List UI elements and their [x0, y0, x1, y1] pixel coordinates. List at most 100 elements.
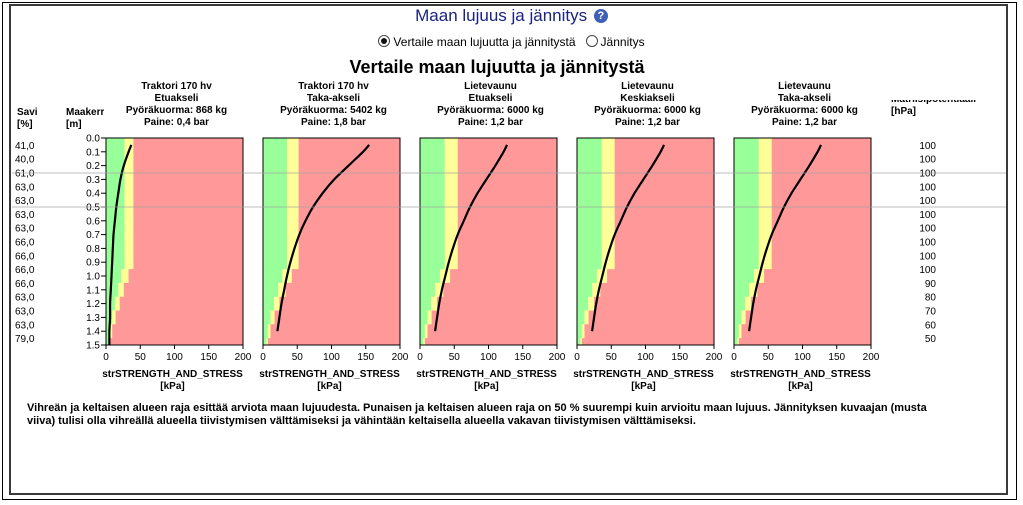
page-title-text: Maan lujuus ja jännitys	[415, 6, 588, 25]
footnote: Vihreän ja keltaisen alueen raja esittää…	[27, 402, 927, 427]
panel-header-line: Pyöräkuorma: 6000 kg	[437, 105, 544, 116]
savi-value: 63,0	[15, 320, 35, 331]
panel-header-line: Paine: 0,4 bar	[144, 117, 209, 128]
matric-header: Matriisipotentiaali	[891, 94, 976, 105]
x-tick-label: 50	[606, 352, 618, 363]
savi-value: 63,0	[15, 224, 35, 235]
panel-header-line: Paine: 1,2 bar	[458, 117, 523, 128]
matric-value: 60	[925, 320, 937, 331]
y-tick-label: 1.1	[86, 285, 100, 296]
savi-value: 66,0	[15, 265, 35, 276]
savi-value: 63,0	[15, 210, 35, 221]
panel-header-line: Lietevaunu	[621, 81, 674, 92]
x-tick-label: 200	[863, 352, 880, 363]
radio-compare-button[interactable]	[378, 35, 391, 47]
matric-unit: [hPa]	[891, 106, 916, 117]
x-axis-unit: [kPa]	[474, 381, 498, 392]
stress-curve	[591, 144, 665, 332]
y-tick-label: 0.9	[86, 258, 100, 269]
matric-value: 90	[925, 279, 937, 290]
x-tick-label: 0	[574, 352, 580, 363]
x-axis-label: strSTRENGTH_AND_STRESS	[730, 369, 871, 380]
y-tick-label: 1.3	[86, 313, 100, 324]
strength-stress-chart: Vertaile maan lujuutta ja jännitystä Savi…	[12, 57, 1006, 392]
x-tick-label: 100	[637, 352, 654, 363]
x-axis-label: strSTRENGTH_AND_STRESS	[259, 369, 400, 380]
y-tick-label: 0.5	[86, 203, 100, 214]
x-tick-label: 200	[706, 352, 723, 363]
stress-curve	[434, 144, 508, 332]
depth-header: Maakerros	[66, 107, 116, 118]
panel-header-line: Paine: 1,2 bar	[615, 117, 680, 128]
green-zone	[577, 138, 602, 345]
x-axis-label: strSTRENGTH_AND_STRESS	[573, 369, 714, 380]
radio-stress-label: Jännitys	[600, 35, 645, 49]
x-tick-label: 50	[292, 352, 304, 363]
y-tick-label: 1.5	[86, 341, 100, 352]
matric-value: 100	[919, 224, 936, 235]
panel-header-line: Taka-akseli	[307, 93, 360, 104]
y-tick-label: 0.0	[86, 134, 100, 145]
panel-header-line: Lietevaunu	[778, 81, 831, 92]
view-mode-radio-group: Vertaile maan lujuutta ja jännitystä Jän…	[0, 35, 1023, 49]
x-tick-label: 150	[671, 352, 688, 363]
y-tick-label: 1.4	[86, 327, 100, 338]
panel-header-line: Traktori 170 hv	[141, 81, 212, 92]
matric-value: 100	[919, 196, 936, 207]
y-tick-label: 0.2	[86, 161, 100, 172]
radio-compare[interactable]: Vertaile maan lujuutta ja jännitystä	[378, 35, 578, 49]
y-tick-label: 1.2	[86, 299, 100, 310]
radio-stress-button[interactable]	[585, 35, 598, 47]
x-tick-label: 100	[166, 352, 183, 363]
green-zone	[263, 138, 287, 345]
x-axis-unit: [kPa]	[631, 381, 655, 392]
radio-stress[interactable]: Jännitys	[585, 35, 645, 49]
x-axis-label: strSTRENGTH_AND_STRESS	[102, 369, 243, 380]
savi-unit: [%]	[17, 119, 33, 130]
panel-header-line: Lietevaunu	[464, 81, 517, 92]
x-tick-label: 50	[449, 352, 461, 363]
panel-header-line: Etuakseli	[469, 93, 513, 104]
x-tick-label: 0	[417, 352, 423, 363]
x-tick-label: 100	[323, 352, 340, 363]
savi-value: 63,0	[15, 293, 35, 304]
x-axis-label: strSTRENGTH_AND_STRESS	[416, 369, 557, 380]
stress-curve	[748, 144, 822, 332]
chart-title: Vertaile maan lujuutta ja jännitystä	[349, 57, 645, 77]
panel-header-line: Paine: 1,2 bar	[772, 117, 837, 128]
panel-header-line: Paine: 1,8 bar	[301, 117, 366, 128]
y-tick-label: 0.7	[86, 230, 100, 241]
green-zone	[420, 138, 445, 345]
matric-value: 100	[919, 169, 936, 180]
savi-value: 61,0	[15, 169, 35, 180]
y-tick-label: 0.1	[86, 147, 100, 158]
panel-header-line: Pyöräkuorma: 6000 kg	[594, 105, 701, 116]
x-tick-label: 100	[794, 352, 811, 363]
panel-header-line: Etuakseli	[155, 93, 199, 104]
savi-header: Savi	[17, 107, 38, 118]
help-icon[interactable]: ?	[593, 9, 608, 23]
matric-value: 70	[925, 307, 937, 318]
savi-value: 66,0	[15, 279, 35, 290]
panel-header-line: Taka-akseli	[778, 93, 831, 104]
x-tick-label: 0	[103, 352, 109, 363]
matric-value: 100	[919, 265, 936, 276]
panel-header-line: Pyöräkuorma: 868 kg	[126, 105, 227, 116]
x-tick-label: 100	[480, 352, 497, 363]
savi-value: 63,0	[15, 196, 35, 207]
x-axis-unit: [kPa]	[160, 381, 184, 392]
stress-curve	[276, 144, 371, 332]
matric-value: 80	[925, 293, 937, 304]
x-tick-label: 200	[549, 352, 566, 363]
savi-value: 41,0	[15, 141, 35, 152]
panel-header-line: Keskiakseli	[620, 93, 675, 104]
x-tick-label: 50	[763, 352, 775, 363]
x-tick-label: 150	[828, 352, 845, 363]
green-zone	[734, 138, 759, 345]
panel-header-line: Pyöräkuorma: 6000 kg	[751, 105, 858, 116]
y-tick-label: 1.0	[86, 272, 100, 283]
x-axis-unit: [kPa]	[788, 381, 812, 392]
inner-frame	[9, 4, 1008, 495]
outer-frame	[2, 2, 1017, 500]
x-tick-label: 150	[514, 352, 531, 363]
